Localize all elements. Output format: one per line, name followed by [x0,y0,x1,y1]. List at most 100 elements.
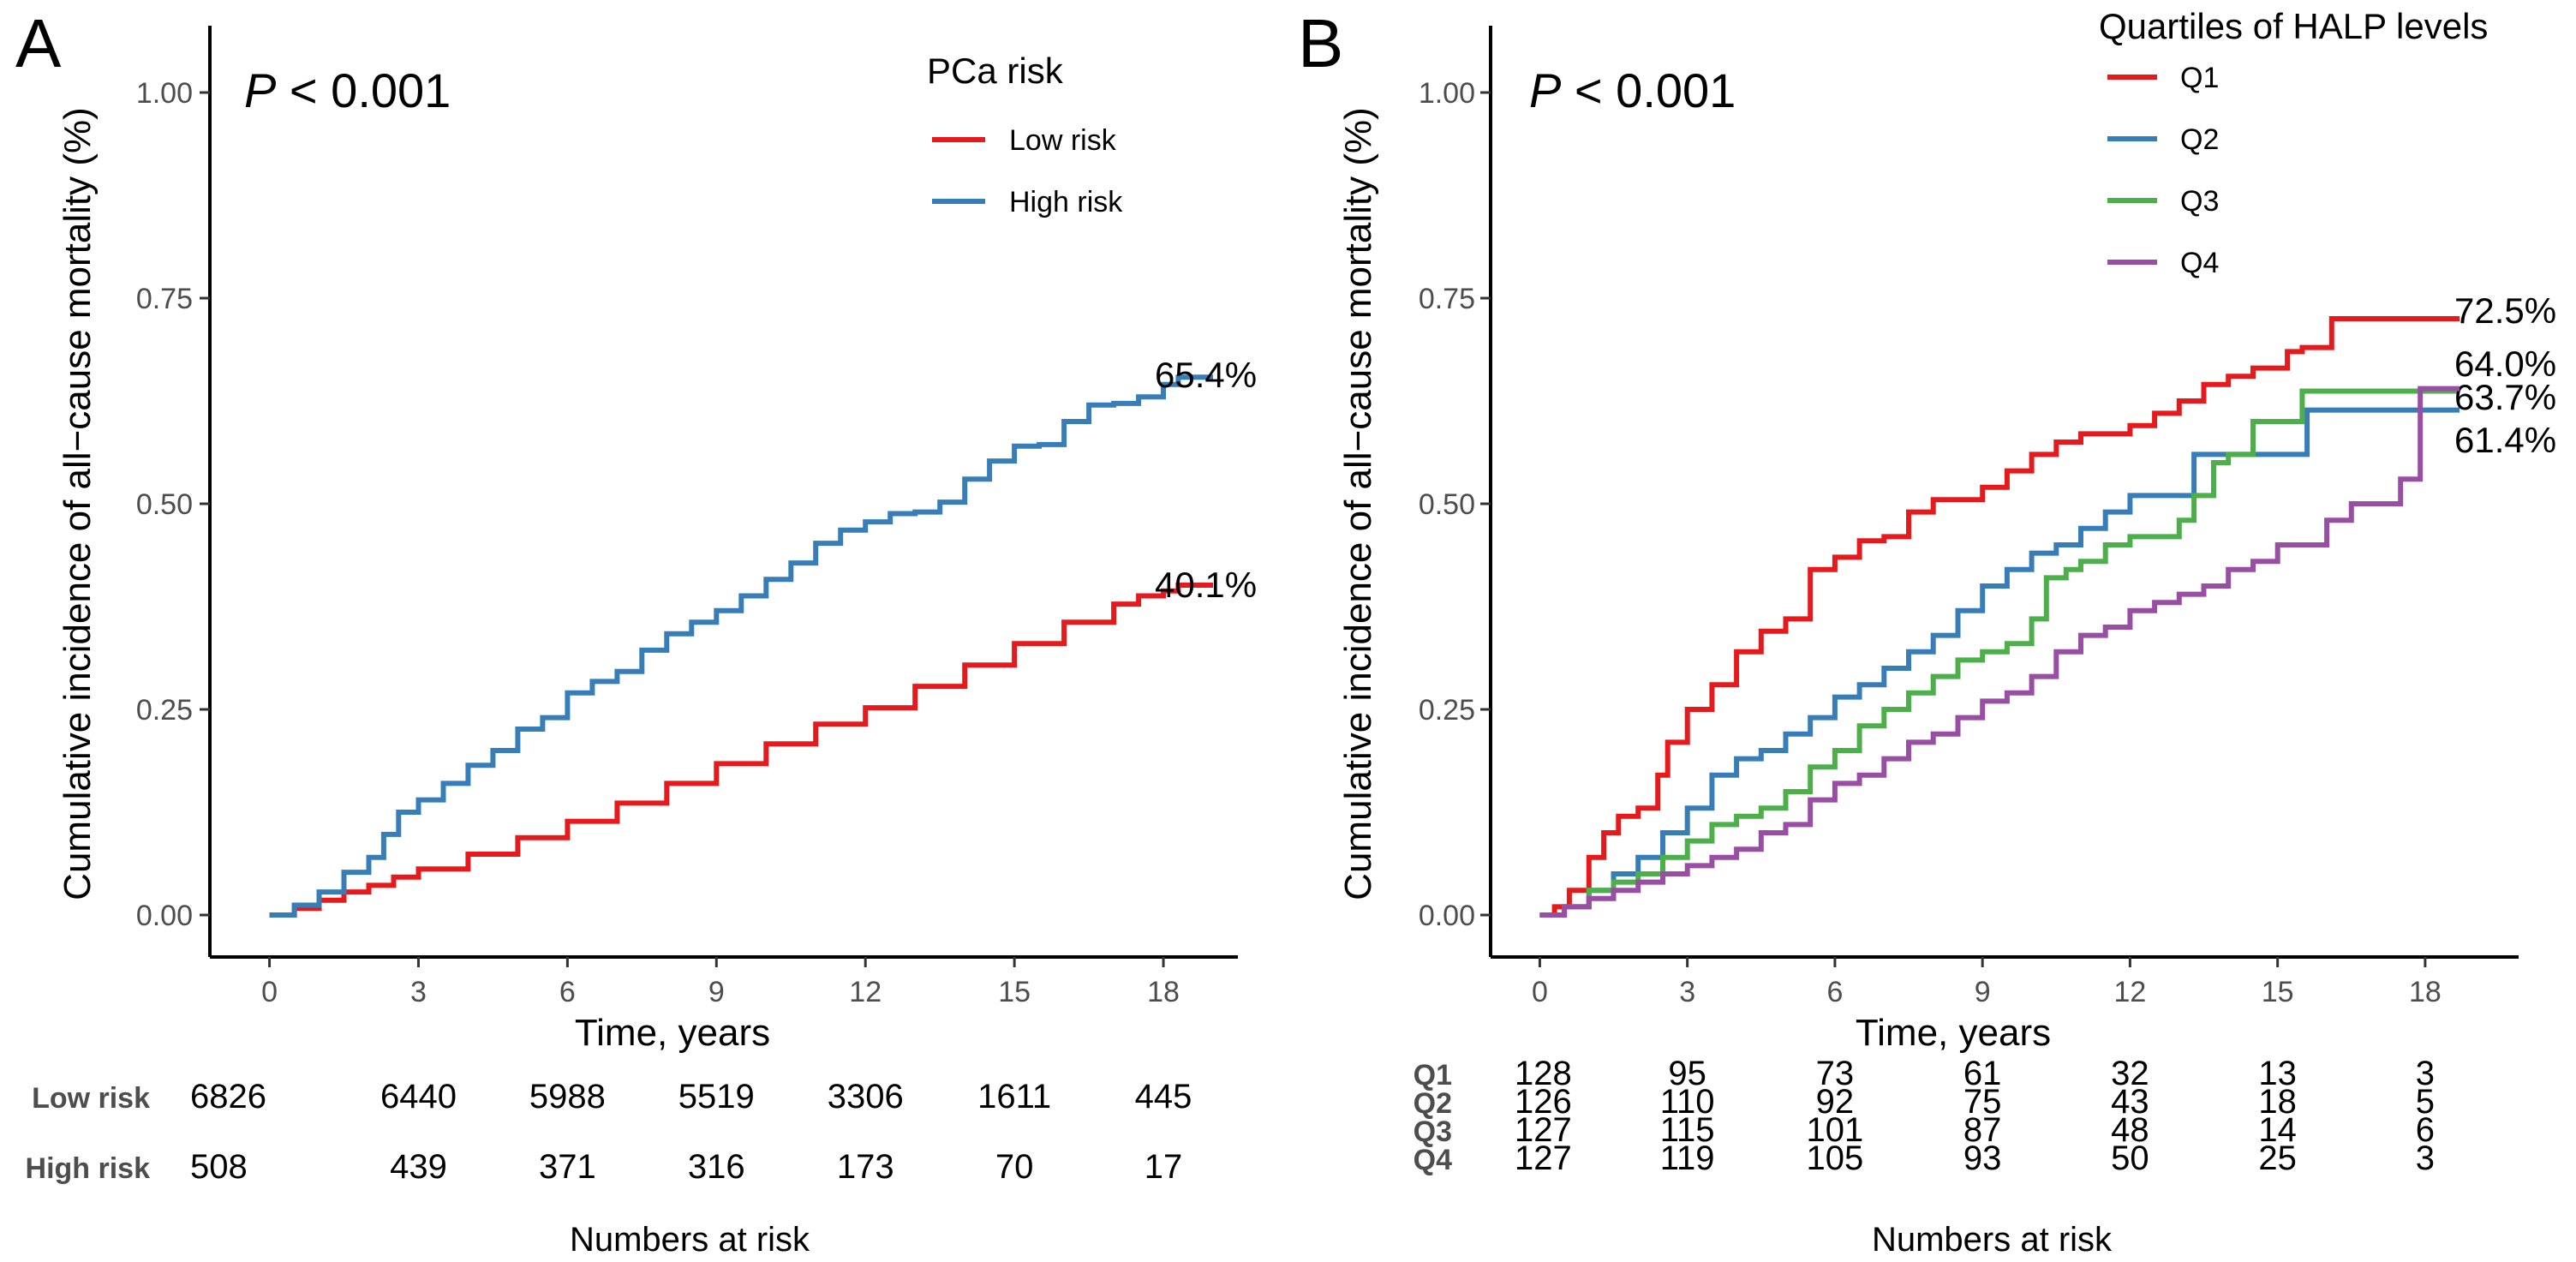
p-value-annotation: P < 0.001 [244,63,451,117]
x-tick-label: 18 [1147,976,1180,1008]
y-tick-label: 0.75 [1419,283,1475,315]
risk-count: 92 [1816,1083,1855,1121]
p-value-text: < 0.001 [1561,63,1736,117]
x-tick-label: 15 [2262,976,2294,1008]
x-tick-label: 12 [2113,976,2146,1008]
p-value-symbol: P [244,63,276,117]
risk-count: 48 [2111,1111,2149,1149]
panel-letter: B [1298,5,1343,81]
risk-row-label: Q3 [1414,1115,1452,1148]
risk-count: 5988 [529,1078,606,1115]
risk-count: 1611 [977,1078,1051,1115]
risk-count: 371 [539,1148,596,1186]
risk-count: 127 [1515,1139,1572,1177]
x-tick-label: 15 [998,976,1031,1008]
risk-count: 5519 [678,1078,755,1115]
risk-count: 3306 [828,1078,904,1115]
risk-count: 173 [837,1148,894,1186]
risk-count: 126 [1515,1083,1572,1121]
risk-table: Q1 128 95 73 61 32 13 3 Q2 126 110 92 75 43 18 5 Q3 127 11… [1414,1055,2435,1259]
risk-count: 50 [2111,1139,2149,1177]
x-tick-label: 0 [261,976,278,1008]
risk-count: 61 [1963,1055,2002,1092]
y-tick-label: 0.00 [1419,900,1475,932]
legend: Quartiles of HALP levels Q1 Q2 Q3 Q4 [2099,6,2488,279]
curve-q2 [1539,407,2460,918]
risk-count: 43 [2111,1083,2149,1121]
y-tick-label: 1.00 [136,77,193,110]
risk-count: 3 [2416,1139,2435,1177]
legend-title: Quartiles of HALP levels [2099,6,2488,46]
end-label-high-risk: 65.4% [1155,355,1257,395]
risk-count: 101 [1807,1111,1864,1149]
legend-label: Q1 [2180,62,2219,94]
risk-count: 119 [1660,1139,1715,1177]
legend-title: PCa risk [927,51,1064,91]
x-axis-title: Time, years [1856,1012,2051,1054]
risk-row-label: Low risk [32,1082,150,1115]
risk-row-label: Q2 [1414,1087,1452,1120]
risk-count: 128 [1515,1055,1572,1092]
risk-count: 5 [2416,1083,2435,1121]
risk-count: 3 [2416,1055,2435,1092]
end-label-q2: 61.4% [2454,420,2556,460]
legend-label: Low risk [1009,124,1117,157]
x-tick-label: 6 [1826,976,1843,1008]
y-tick-label: 0.25 [1419,694,1475,727]
y-tick-label: 0.25 [136,694,193,727]
x-tick-label: 9 [1975,976,1991,1008]
legend-label: Q3 [2180,185,2219,218]
curve-q1 [1539,316,2460,918]
risk-count: 115 [1660,1111,1715,1149]
risk-count: 6440 [380,1078,457,1115]
risk-row-label: High risk [26,1152,151,1185]
p-value-symbol: P [1529,63,1561,117]
p-value-text: < 0.001 [276,63,451,117]
end-label-q4: 64.0% [2454,344,2556,384]
x-axis-title: Time, years [575,1012,770,1054]
panel-letter: A [15,5,62,81]
risk-count: 93 [1963,1139,2002,1177]
y-tick-label: 0.50 [136,488,193,521]
legend-label: Q4 [2180,247,2219,279]
risk-row-label: Q1 [1414,1059,1452,1092]
y-axis-title: Cumulative incidence of all−cause mortal… [1337,107,1379,900]
risk-table-title: Numbers at risk [1872,1221,2113,1259]
risk-count: 13 [2258,1055,2297,1092]
risk-count: 6 [2416,1111,2435,1149]
p-value-annotation: P < 0.001 [1529,63,1736,117]
risk-count: 25 [2258,1139,2297,1177]
risk-count: 14 [2258,1111,2297,1149]
y-tick-label: 1.00 [1419,77,1475,110]
risk-count: 87 [1963,1111,2002,1149]
curve-q3 [1539,388,2460,918]
legend-label: Q2 [2180,123,2219,156]
risk-count: 508 [190,1148,248,1186]
curve-high-risk [269,374,1213,918]
risk-row-label: Q4 [1414,1144,1452,1176]
risk-count: 73 [1816,1055,1855,1092]
x-tick-label: 9 [708,976,725,1008]
y-tick-label: 0.00 [136,900,193,932]
x-tick-label: 0 [1532,976,1548,1008]
panel-a: A 0.00 0.25 0.50 0.75 1.00 0 3 6 9 12 15 18 Time, yea… [15,5,1257,1259]
risk-count: 17 [1145,1148,1183,1186]
x-tick-label: 3 [1679,976,1695,1008]
y-tick-label: 0.75 [136,283,193,315]
end-label-q1: 72.5% [2454,290,2556,331]
curve-q4 [1539,386,2460,918]
risk-count: 110 [1660,1083,1715,1121]
risk-count: 127 [1515,1111,1572,1149]
risk-count: 75 [1963,1083,2002,1121]
risk-count: 6826 [190,1078,266,1115]
risk-count: 70 [995,1148,1034,1186]
risk-table-title: Numbers at risk [570,1221,810,1259]
legend-label: High risk [1009,186,1123,218]
risk-table: Low risk 6826 6440 5988 5519 3306 1611 445 High … [26,1078,1192,1259]
risk-count: 95 [1668,1055,1706,1092]
risk-count: 32 [2111,1055,2149,1092]
x-tick-label: 6 [559,976,576,1008]
risk-count: 316 [688,1148,745,1186]
